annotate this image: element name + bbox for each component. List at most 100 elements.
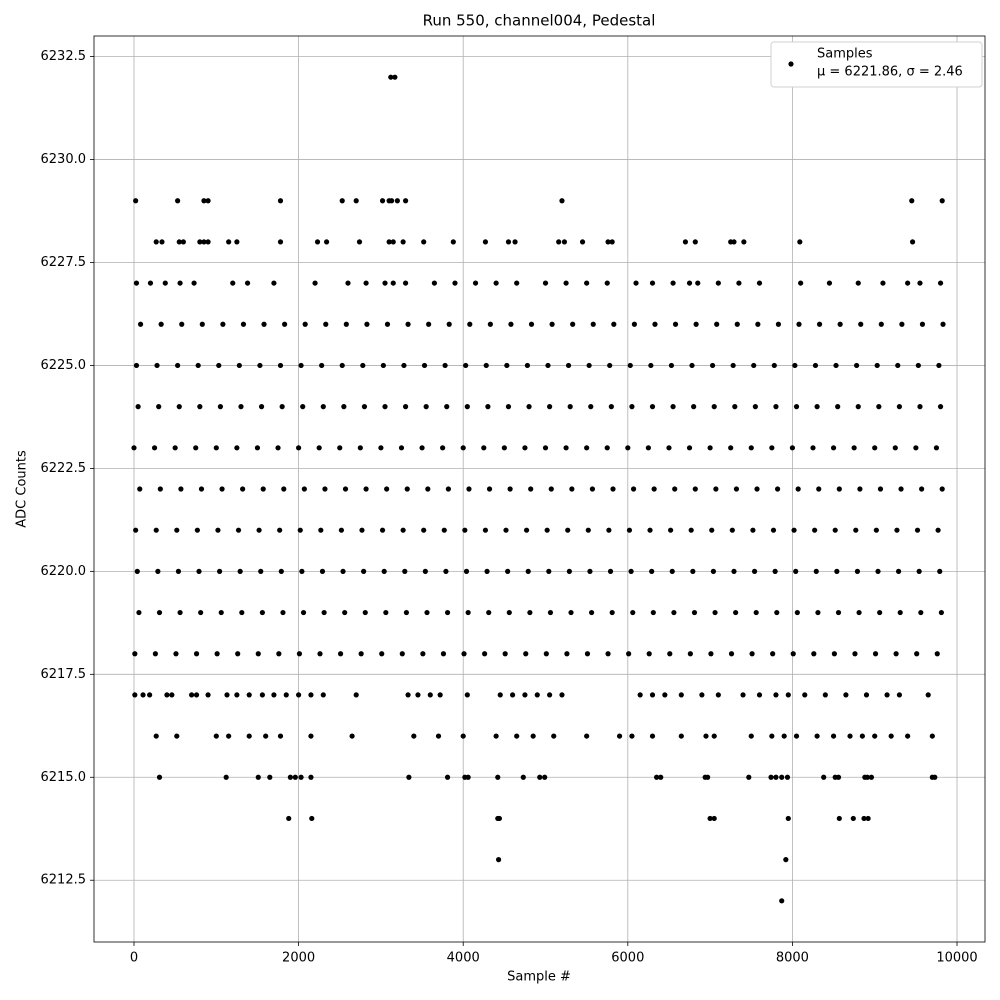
point xyxy=(309,815,315,822)
point xyxy=(527,609,533,616)
point xyxy=(666,445,672,451)
point xyxy=(276,651,282,657)
point xyxy=(279,404,285,410)
point xyxy=(173,651,179,657)
point xyxy=(711,815,717,822)
point xyxy=(483,362,489,369)
point xyxy=(709,527,715,533)
point xyxy=(537,774,543,780)
point xyxy=(389,198,395,204)
point xyxy=(399,651,405,657)
point xyxy=(637,692,643,698)
point xyxy=(658,774,664,780)
point xyxy=(260,486,266,492)
point xyxy=(832,527,838,533)
point xyxy=(528,321,535,327)
point xyxy=(714,321,720,327)
point xyxy=(379,527,386,533)
point xyxy=(400,527,406,533)
x-tick-label: 0 xyxy=(130,951,138,966)
point xyxy=(625,445,631,451)
point xyxy=(793,568,799,574)
point xyxy=(205,198,211,204)
point xyxy=(588,609,595,616)
point xyxy=(588,404,594,410)
point xyxy=(874,362,880,369)
point xyxy=(156,404,162,410)
point xyxy=(467,321,473,327)
point xyxy=(133,198,139,204)
point xyxy=(834,568,840,574)
point xyxy=(236,362,242,369)
point xyxy=(134,568,140,574)
point xyxy=(850,815,856,822)
point xyxy=(316,445,322,451)
point xyxy=(205,239,211,245)
point xyxy=(770,527,777,533)
point xyxy=(361,568,367,574)
point xyxy=(586,362,592,369)
point xyxy=(482,651,488,657)
point xyxy=(464,692,470,698)
point xyxy=(361,404,368,410)
point xyxy=(649,568,655,574)
legend-marker xyxy=(788,61,794,67)
point xyxy=(826,280,833,286)
point xyxy=(343,321,349,327)
point xyxy=(360,362,366,369)
point xyxy=(178,486,184,492)
point xyxy=(465,774,471,780)
point xyxy=(773,774,779,780)
point xyxy=(363,486,369,492)
point xyxy=(169,692,175,698)
point xyxy=(446,321,452,327)
point xyxy=(234,445,240,451)
point xyxy=(444,774,451,780)
point xyxy=(156,609,163,616)
point xyxy=(919,321,926,327)
point xyxy=(631,321,637,327)
point xyxy=(320,692,326,698)
point xyxy=(633,280,639,286)
point xyxy=(219,486,225,492)
point xyxy=(835,774,842,780)
point xyxy=(463,568,470,574)
point xyxy=(859,733,865,739)
point xyxy=(814,733,820,739)
point xyxy=(608,404,614,410)
point xyxy=(323,239,330,245)
point xyxy=(769,445,775,451)
point xyxy=(751,568,758,574)
point xyxy=(277,239,284,245)
point xyxy=(277,198,284,204)
point xyxy=(280,609,286,616)
point xyxy=(822,692,828,698)
point xyxy=(813,568,819,574)
point xyxy=(441,527,447,533)
point xyxy=(646,651,652,657)
point xyxy=(422,568,428,574)
point xyxy=(936,362,942,369)
point xyxy=(177,609,183,616)
point xyxy=(645,445,651,451)
point xyxy=(940,321,946,327)
point xyxy=(835,404,841,410)
point xyxy=(419,445,425,451)
point xyxy=(547,692,553,698)
point xyxy=(155,568,161,574)
point xyxy=(282,321,288,327)
point xyxy=(402,404,409,410)
point xyxy=(213,733,219,739)
point xyxy=(337,651,344,657)
point xyxy=(730,362,736,369)
point xyxy=(193,651,200,657)
point xyxy=(359,527,365,533)
point xyxy=(649,280,656,286)
point xyxy=(427,692,433,698)
point xyxy=(728,445,734,451)
point xyxy=(853,527,859,533)
point xyxy=(670,404,676,410)
point xyxy=(259,692,265,698)
point xyxy=(394,198,400,204)
point xyxy=(255,774,261,780)
